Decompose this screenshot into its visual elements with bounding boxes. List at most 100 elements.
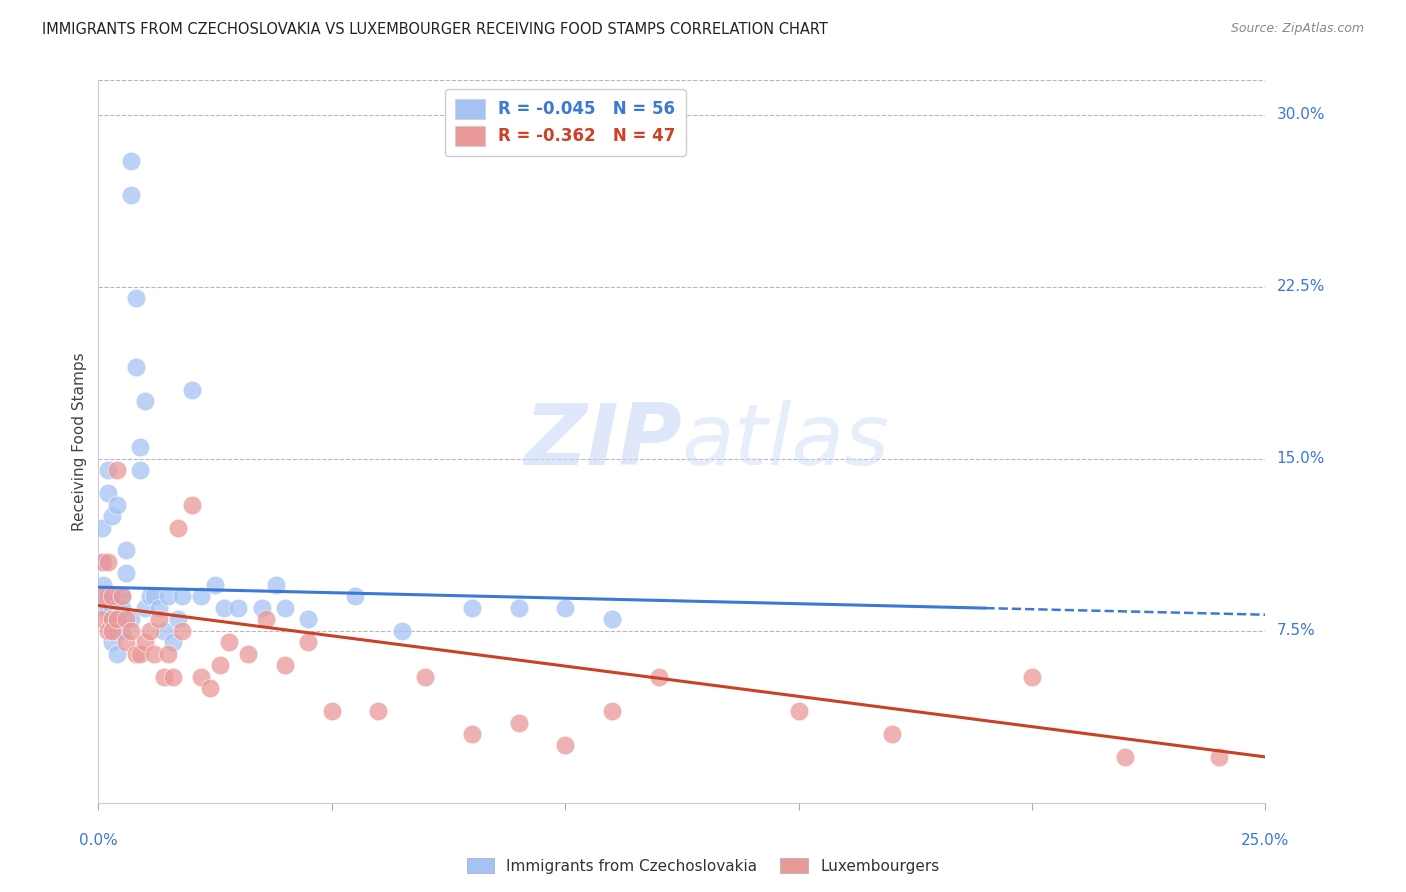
Point [125, 359, 148, 374]
Point [101, 509, 124, 524]
Point [190, 590, 212, 604]
Point [125, 291, 148, 305]
Point [139, 624, 162, 638]
Point [94, 590, 117, 604]
Text: 25.0%: 25.0% [1241, 833, 1289, 848]
Point [105, 600, 128, 615]
Text: 22.5%: 22.5% [1277, 279, 1324, 294]
Point [111, 600, 134, 615]
Text: 0.0%: 0.0% [79, 833, 118, 848]
Point [200, 681, 222, 695]
Point [120, 153, 142, 168]
Y-axis label: Receiving Food Stamps: Receiving Food Stamps [72, 352, 87, 531]
Point [321, 704, 343, 718]
Point [139, 590, 162, 604]
Point [172, 624, 194, 638]
Point [129, 440, 152, 454]
Point [413, 670, 436, 684]
Point [162, 635, 184, 649]
Point [97, 486, 120, 500]
Point [162, 670, 184, 684]
Point [1114, 750, 1136, 764]
Point [91, 555, 114, 569]
Point [600, 704, 623, 718]
Point [105, 590, 128, 604]
Point [214, 600, 236, 615]
Point [125, 647, 148, 661]
Point [236, 647, 259, 661]
Point [208, 658, 231, 673]
Point [297, 612, 319, 626]
Point [97, 555, 120, 569]
Point [166, 612, 188, 626]
Point [143, 590, 166, 604]
Point [120, 188, 142, 202]
Point [297, 635, 319, 649]
Point [218, 635, 240, 649]
Point [1208, 750, 1230, 764]
Text: atlas: atlas [682, 400, 890, 483]
Point [97, 463, 120, 477]
Text: Source: ZipAtlas.com: Source: ZipAtlas.com [1230, 22, 1364, 36]
Point [250, 600, 273, 615]
Point [508, 600, 530, 615]
Point [180, 383, 202, 397]
Point [157, 590, 180, 604]
Point [134, 394, 156, 409]
Point [101, 590, 124, 604]
Point [105, 624, 128, 638]
Point [101, 612, 124, 626]
Point [91, 600, 114, 615]
Point [1021, 670, 1043, 684]
Legend: Immigrants from Czechoslovakia, Luxembourgers: Immigrants from Czechoslovakia, Luxembou… [461, 852, 945, 880]
Text: ZIP: ZIP [524, 400, 682, 483]
Text: 7.5%: 7.5% [1277, 624, 1315, 639]
Point [120, 612, 142, 626]
Point [647, 670, 669, 684]
Point [111, 590, 134, 604]
Point [256, 612, 278, 626]
Text: 15.0%: 15.0% [1277, 451, 1324, 467]
Point [115, 612, 138, 626]
Point [115, 566, 138, 581]
Point [554, 739, 576, 753]
Point [143, 647, 166, 661]
Point [461, 727, 484, 741]
Point [90, 555, 112, 569]
Point [880, 727, 903, 741]
Point [101, 600, 124, 615]
Point [148, 600, 170, 615]
Point [91, 578, 114, 592]
Point [91, 520, 114, 534]
Point [228, 600, 250, 615]
Point [115, 543, 138, 558]
Point [105, 612, 128, 626]
Point [180, 498, 202, 512]
Point [166, 520, 188, 534]
Point [105, 498, 128, 512]
Point [152, 624, 174, 638]
Point [120, 624, 142, 638]
Point [461, 600, 484, 615]
Point [101, 635, 124, 649]
Point [554, 600, 576, 615]
Text: IMMIGRANTS FROM CZECHOSLOVAKIA VS LUXEMBOURGER RECEIVING FOOD STAMPS CORRELATION: IMMIGRANTS FROM CZECHOSLOVAKIA VS LUXEMB… [42, 22, 828, 37]
Point [101, 590, 124, 604]
Point [274, 600, 297, 615]
Point [111, 624, 134, 638]
Point [152, 670, 174, 684]
Point [344, 590, 367, 604]
Point [148, 612, 170, 626]
Point [101, 612, 124, 626]
Point [105, 647, 128, 661]
Point [157, 647, 180, 661]
Point [367, 704, 389, 718]
Point [105, 463, 128, 477]
Point [115, 635, 138, 649]
Point [97, 600, 120, 615]
Point [129, 647, 152, 661]
Point [204, 578, 226, 592]
Point [134, 635, 156, 649]
Point [274, 658, 297, 673]
Point [129, 463, 152, 477]
